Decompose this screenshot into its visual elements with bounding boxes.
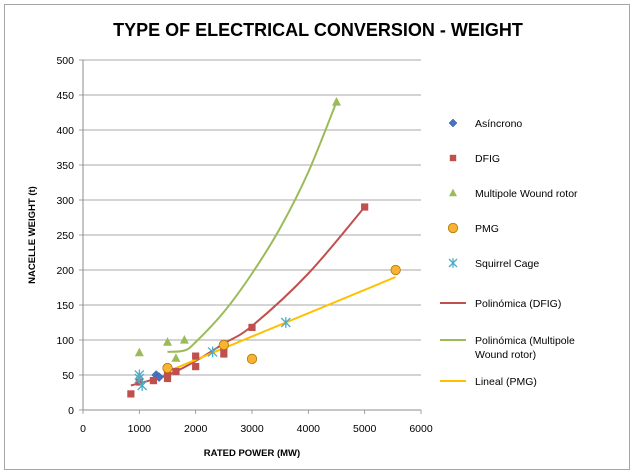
point-triangle [134,347,144,357]
legend-label: Lineal (PMG) [475,376,537,388]
trendlines [130,101,397,387]
point-circle [246,353,258,365]
point-triangle [179,335,189,344]
point-circle [390,264,401,276]
legend-marker-asterisk [448,258,458,268]
point-circle [218,339,229,351]
y-tick-label: 250 [56,230,74,242]
legend-label: DFIG [475,153,500,165]
legend-marker-triangle [449,188,457,197]
legend-marker-diamond [448,118,458,128]
point-square [361,203,369,211]
y-tick-label: 200 [56,265,74,277]
chart-title: TYPE OF ELECTRICAL CONVERSION - WEIGHT [113,20,523,40]
legend-marker-circle [447,222,459,234]
y-tick-label: 100 [56,335,74,347]
x-tick-label: 3000 [240,423,264,435]
point-square [127,390,135,398]
point-square [172,367,180,376]
x-tick-label: 6000 [409,423,433,435]
legend-label: Multipole Wound rotor [475,188,578,200]
legend-label: Squirrel Cage [475,258,539,270]
x-axis-title: RATED POWER (MW) [204,448,300,459]
axis-layer [79,59,422,414]
point-square [192,363,200,371]
point-asterisk [207,346,218,358]
y-tick-label: 450 [56,90,74,102]
chart-frame: TYPE OF ELECTRICAL CONVERSION - WEIGHT N… [4,4,630,470]
legend-label-line: Wound rotor) [475,349,536,361]
grid-layer [83,59,421,376]
y-tick-label: 150 [56,300,74,312]
legend: Asíncrono DFIG Multipole Wound rotor PMG Squ… [440,118,578,388]
x-tick-label: 1000 [128,423,152,435]
y-tick-label: 400 [56,125,74,137]
data-points [127,97,401,398]
point-square [163,370,172,378]
trendline-1 [167,101,338,353]
y-axis-title: NACELLE WEIGHT (t) [27,186,38,284]
x-tick-label: 4000 [297,423,321,435]
y-tick-label: 350 [56,160,74,172]
point-asterisk [137,380,148,391]
x-tick-label: 2000 [184,423,208,435]
point-square [220,350,228,358]
legend-label: Asíncrono [475,118,522,130]
legend-label: PMG [475,223,499,235]
y-tick-label: 300 [56,195,74,207]
point-triangle [163,337,172,346]
legend-label: Polinómica (Multipole Wound rotor) [475,335,575,361]
y-tick-label: 500 [56,55,74,67]
point-square [163,374,172,383]
point-asterisk [280,317,291,328]
point-square [248,323,256,331]
point-triangle [332,97,341,106]
chart-svg: TYPE OF ELECTRICAL CONVERSION - WEIGHT N… [27,20,578,459]
legend-marker-square [449,154,457,162]
y-tick-label: 0 [68,405,74,417]
point-triangle [171,353,181,362]
point-circle [162,362,173,374]
x-tick-label: 5000 [353,423,377,435]
point-square [149,377,158,385]
legend-label: Polinómica (DFIG) [475,298,561,310]
x-tick-label: 0 [80,423,86,435]
legend-label-line: Polinómica (Multipole [475,335,575,347]
y-tick-label: 50 [62,370,74,382]
trendline-2 [167,276,397,373]
point-square [192,352,200,360]
